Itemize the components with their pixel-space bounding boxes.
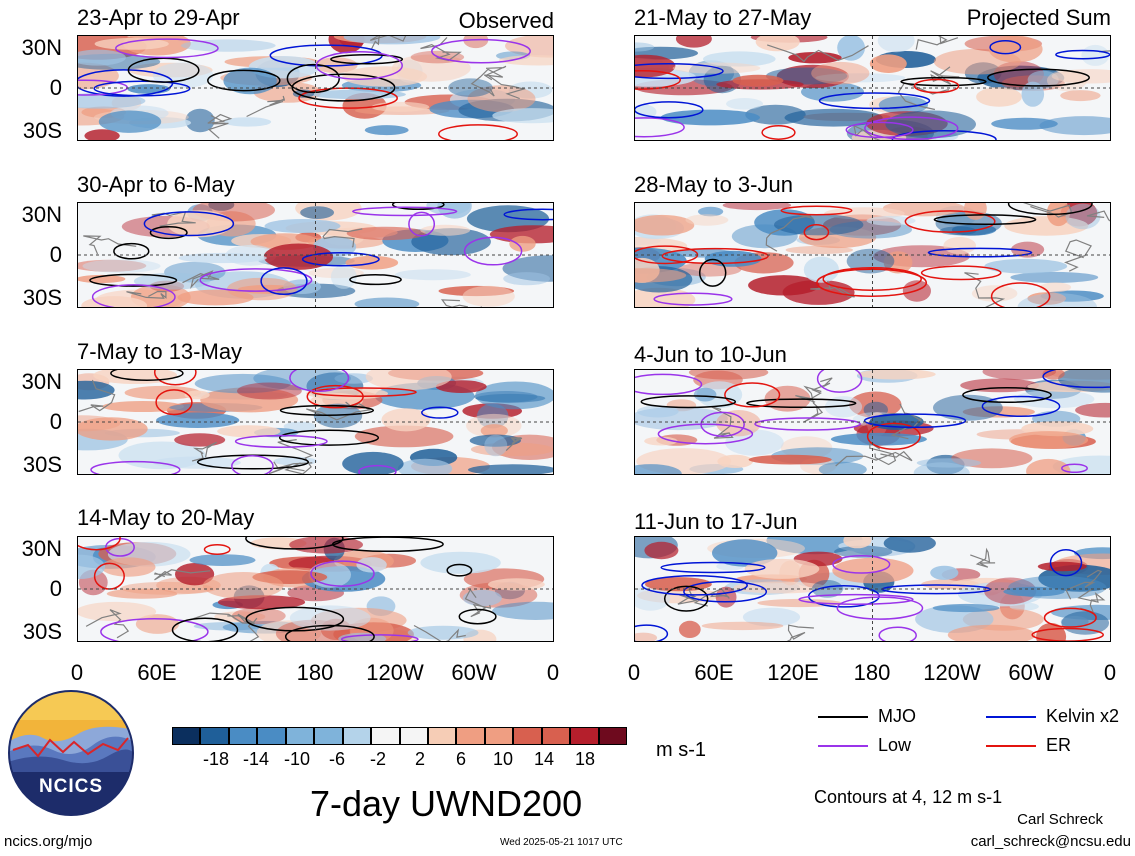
lat-label-30n: 30N — [21, 202, 62, 227]
ncics-logo: NCICS — [8, 690, 134, 816]
colorbar-swatch — [570, 727, 599, 745]
panel-title-left-3: 7-May to 13-May — [77, 339, 243, 364]
lat-label-0: 0 — [49, 409, 62, 434]
main-title: 7-day UWND200 — [310, 783, 583, 824]
lon-label: 120W — [366, 660, 424, 685]
colorbar-tick-label: -18 — [202, 749, 229, 769]
colorbar-tick-label: 18 — [574, 749, 596, 769]
logo-text: NCICS — [38, 776, 104, 797]
colorbar-swatch — [598, 727, 627, 745]
panel-title-right-2: 28-May to 3-Jun — [634, 172, 793, 197]
legend-label-mjo: MJO — [878, 706, 916, 726]
colorbar-swatch — [513, 727, 542, 745]
lon-label: 0 — [627, 660, 641, 685]
map-panel-right-3 — [634, 369, 1111, 475]
map-panel-left-3 — [77, 369, 554, 475]
lon-label: 0 — [1103, 660, 1117, 685]
map-panel-left-4 — [77, 536, 554, 642]
colorbar-swatch — [342, 727, 372, 745]
site-link[interactable]: ncics.org/mjo — [4, 833, 93, 850]
legend-line-mjo — [818, 716, 868, 718]
colorbar-unit: m s-1 — [656, 739, 706, 761]
legend-line-kelvin — [986, 716, 1036, 718]
map-panel-left-2 — [77, 202, 554, 308]
lat-label-30n: 30N — [21, 369, 62, 394]
legend-line-low — [818, 745, 868, 747]
lat-label-0: 0 — [49, 576, 62, 601]
lon-label: 60E — [694, 660, 734, 685]
colorbar-tick-label: -6 — [328, 749, 345, 769]
colorbar-swatch — [228, 727, 258, 745]
timestamp: Wed 2025-05-21 1017 UTC — [500, 837, 623, 848]
map-panel-right-2 — [634, 202, 1111, 308]
lon-label: 60E — [137, 660, 177, 685]
lat-label-30s: 30S — [22, 619, 62, 644]
lon-label: 0 — [546, 660, 560, 685]
colorbar-tick-label: -14 — [242, 749, 269, 769]
colorbar-swatch — [200, 727, 229, 745]
lon-label: 120E — [210, 660, 262, 685]
legend-label-kelvin: Kelvin x2 — [1046, 706, 1120, 726]
lat-label-30s: 30S — [22, 285, 62, 310]
panel-title-left-1: 23-Apr to 29-Apr — [77, 5, 240, 30]
lat-label-30n: 30N — [21, 536, 62, 561]
colorbar-tick-label: -10 — [283, 749, 310, 769]
colorbar — [172, 727, 627, 745]
panel-title-left-2: 30-Apr to 6-May — [77, 172, 235, 197]
legend-label-low: Low — [878, 735, 912, 755]
colorbar-tick-label: -2 — [369, 749, 386, 769]
colorbar-swatch — [257, 727, 286, 745]
colorbar-tick-label: 10 — [492, 749, 514, 769]
colorbar-swatch — [285, 727, 315, 745]
lat-label-0: 0 — [49, 242, 62, 267]
lon-label: 120E — [767, 660, 819, 685]
lon-label: 60W — [451, 660, 497, 685]
map-panel-right-4 — [634, 536, 1111, 642]
panel-title-left-4: 14-May to 20-May — [77, 505, 255, 530]
lon-label: 60W — [1008, 660, 1054, 685]
contour-note: Contours at 4, 12 m s-1 — [814, 787, 1003, 807]
colorbar-labels: -18 -14 -10 -6 -2 2 6 10 14 18 — [0, 750, 700, 770]
observed-label: Observed — [458, 8, 554, 33]
colorbar-tick-label: 14 — [533, 749, 555, 769]
map-panel-right-1 — [634, 35, 1111, 141]
lon-label: 180 — [296, 660, 334, 685]
lat-label-0: 0 — [49, 75, 62, 100]
author-email[interactable]: carl_schreck@ncsu.edu — [970, 833, 1131, 850]
lon-label: 180 — [853, 660, 891, 685]
panel-title-right-1: 21-May to 27-May — [634, 5, 812, 30]
colorbar-swatch — [399, 727, 428, 745]
colorbar-swatch — [314, 727, 343, 745]
colorbar-swatch — [172, 727, 201, 745]
author-name: Carl Schreck — [1017, 811, 1103, 828]
lon-label: 0 — [70, 660, 84, 685]
colorbar-tick-label: 2 — [414, 749, 425, 769]
lat-label-30s: 30S — [22, 452, 62, 477]
colorbar-tick-label: 6 — [455, 749, 466, 769]
lon-label: 120W — [923, 660, 981, 685]
projected-sum-label: Projected Sum — [966, 5, 1111, 30]
lat-label-30n: 30N — [21, 35, 62, 60]
colorbar-swatch — [484, 727, 514, 745]
panel-title-right-3: 4-Jun to 10-Jun — [634, 342, 787, 367]
colorbar-swatch — [541, 727, 571, 745]
map-panel-left-1 — [77, 35, 554, 141]
colorbar-swatch — [371, 727, 400, 745]
lat-label-30s: 30S — [22, 118, 62, 143]
panel-title-right-4: 11-Jun to 17-Jun — [634, 509, 798, 534]
colorbar-swatch — [456, 727, 485, 745]
legend-label-er: ER — [1046, 735, 1072, 755]
colorbar-swatch — [427, 727, 457, 745]
legend-line-er — [986, 745, 1036, 747]
